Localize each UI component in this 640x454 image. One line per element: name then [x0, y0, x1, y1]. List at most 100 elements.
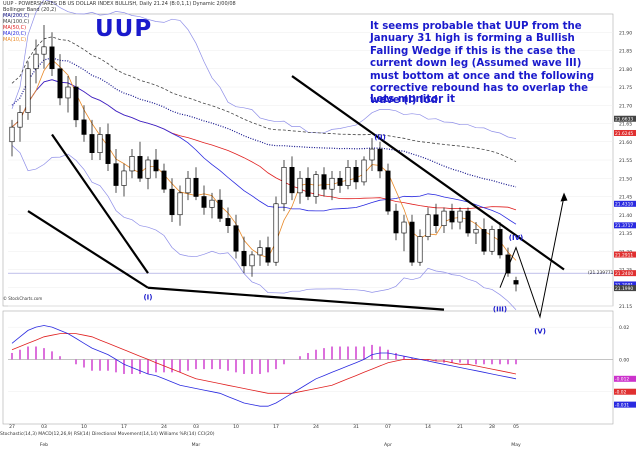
- price-tick-label: 21.45: [619, 195, 632, 201]
- wave-label: (II): [374, 133, 386, 141]
- price-box: [614, 270, 636, 277]
- x-tick-label: 17: [121, 424, 127, 430]
- price-box-label: 21.4310: [615, 202, 633, 208]
- candle-body: [153, 159, 159, 172]
- candle-body: [329, 177, 335, 190]
- macd-value-label: -0.02: [615, 390, 627, 396]
- bollinger-lower: [11, 145, 517, 311]
- macd-tick-label: 0.02: [619, 325, 629, 331]
- candle-body: [305, 177, 311, 197]
- candle-body: [297, 177, 303, 194]
- monitor-note: Lets monitor it: [370, 94, 456, 105]
- ma50-legend: MA(50,C): [3, 25, 27, 31]
- month-label: May: [511, 442, 521, 448]
- candle-body: [489, 229, 495, 252]
- x-tick-label: 14: [425, 424, 431, 430]
- candle-body: [33, 53, 39, 70]
- wave-label: (III): [493, 305, 507, 313]
- copyright-label: © StockCharts.com: [3, 296, 43, 301]
- ma20-line: [11, 79, 517, 225]
- candle-body: [425, 214, 431, 237]
- candle-body: [113, 163, 119, 186]
- price-tick-label: 21.80: [619, 67, 632, 73]
- candle-body: [25, 68, 31, 113]
- macd-value-box: [614, 388, 636, 395]
- candle-body: [145, 159, 151, 179]
- x-tick-label: 10: [81, 424, 87, 430]
- candle-body: [273, 203, 279, 263]
- analysis-comment: It seems probable that UUP from the Janu…: [370, 21, 594, 107]
- price-tick-label: 21.75: [619, 85, 632, 91]
- x-tick-label: 27: [9, 424, 15, 430]
- candle-body: [449, 210, 455, 223]
- price-box: [614, 115, 636, 122]
- candle-body: [105, 134, 111, 164]
- candle-body: [193, 177, 199, 197]
- candle-body: [217, 199, 223, 219]
- wedge-trendline: [147, 286, 445, 311]
- price-tick-label: 21.35: [619, 231, 632, 237]
- candle-body: [121, 170, 127, 186]
- ma200-line: [11, 57, 517, 188]
- candle-body: [401, 221, 407, 234]
- x-tick-label: 28: [489, 424, 495, 430]
- candle-body: [49, 46, 55, 70]
- candle-body: [281, 167, 287, 205]
- price-box-label: 21.6633: [615, 117, 633, 123]
- candle-body: [225, 218, 231, 226]
- candle-body: [313, 174, 319, 197]
- candle-body: [177, 192, 183, 216]
- price-box: [614, 251, 636, 258]
- ma20-legend: MA(20,C): [3, 31, 27, 37]
- price-tick-label: 21.70: [619, 103, 632, 109]
- price-tick-label: 21.15: [619, 304, 632, 310]
- macd-value-box: [614, 401, 636, 408]
- candle-body: [353, 167, 359, 183]
- price-tick-label: 21.40: [619, 213, 632, 219]
- projection-path: [499, 196, 565, 319]
- month-label: Feb: [40, 442, 48, 448]
- macd-tick-label: 0.00: [619, 357, 629, 363]
- price-box-label: 21.1990: [615, 286, 633, 292]
- price-tick-label: 21.90: [619, 30, 632, 36]
- x-tick-label: 10: [233, 424, 239, 430]
- candle-body: [41, 46, 47, 55]
- candle-body: [137, 156, 143, 179]
- chart-title-line: UUP - POWERSHARES DB US DOLLAR INDEX BUL…: [3, 1, 236, 7]
- price-tick-label: 21.50: [619, 176, 632, 182]
- x-tick-label: 07: [385, 424, 391, 430]
- ma10-line: [11, 59, 517, 261]
- candle-body: [465, 210, 471, 234]
- wedge-trendline: [27, 210, 149, 289]
- price-tick-label: 21.60: [619, 140, 632, 146]
- x-tick-label: 03: [193, 424, 199, 430]
- candle-body: [513, 280, 519, 285]
- wave-label: (I): [143, 293, 152, 301]
- candle-body: [409, 221, 415, 263]
- ticker-title: UUP: [95, 16, 153, 42]
- candle-body: [369, 148, 375, 161]
- candle-body: [241, 250, 247, 267]
- macd-value-label: -0.031: [615, 402, 629, 408]
- candle-body: [89, 134, 95, 153]
- reference-hline-label: (21.239771): [588, 270, 615, 276]
- macd-panel-frame: [2, 310, 614, 425]
- candle-body: [345, 167, 351, 186]
- candle-body: [441, 210, 447, 227]
- price-tick-label: 21.65: [619, 122, 632, 128]
- indicator-status-bar: Stochastic(14,3) MACD(12,26,9) RSI(14) D…: [0, 432, 215, 437]
- ma10-legend: MA(10,C): [3, 37, 27, 43]
- month-label: Mar: [192, 442, 201, 448]
- candle-body: [377, 148, 383, 172]
- x-tick-label: 24: [161, 424, 167, 430]
- candle-body: [169, 188, 175, 216]
- ma100-line: [11, 36, 517, 162]
- candle-body: [289, 167, 295, 194]
- price-box: [614, 129, 636, 136]
- ma100-legend: MA(100,C): [3, 19, 30, 25]
- candle-body: [473, 229, 479, 234]
- candle-body: [337, 177, 343, 186]
- wave-label: (V): [534, 327, 546, 335]
- price-tick-label: 21.85: [619, 49, 632, 55]
- x-tick-label: 21: [457, 424, 463, 430]
